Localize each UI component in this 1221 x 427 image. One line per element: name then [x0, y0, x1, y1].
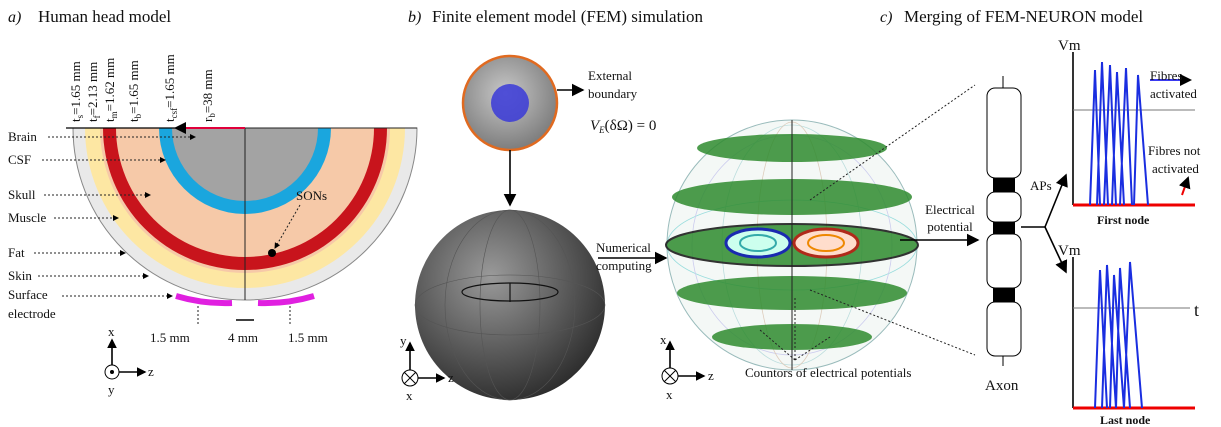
panel-title: Merging of FEM-NEURON model [904, 7, 1143, 26]
internode [987, 234, 1021, 288]
potential-label: potential [927, 219, 973, 234]
panel-title: Human head model [38, 7, 171, 26]
contours-label: Countors of electrical potentials [745, 365, 911, 380]
value: =1.62 mm [102, 58, 117, 112]
y-axis-label: Vm [1058, 243, 1081, 259]
dimension-label: rb=38 mm [200, 69, 217, 122]
axon [987, 76, 1021, 366]
axis-label: x [660, 332, 667, 347]
dimension-label: tf=2.13 mm [85, 62, 102, 122]
layer-label: Surface [8, 287, 48, 302]
contour-positive [794, 229, 858, 257]
not-activated-label: activated [1152, 161, 1199, 176]
activated-label: activated [1150, 86, 1197, 101]
layer-label: Skin [8, 268, 32, 283]
panel-label: b) [408, 9, 421, 26]
plot-caption: Last node [1100, 413, 1151, 427]
dimension-labels: ts=1.65 mm tf=2.13 mm tm=1.62 mm tb=1.65… [68, 54, 217, 122]
computing-label: Numerical [596, 240, 651, 255]
value: (δΩ) = 0 [605, 118, 657, 134]
layer-label: electrode [8, 306, 56, 321]
inner-sphere [491, 84, 529, 122]
gap-labels: 1.5 mm 4 mm 1.5 mm [150, 306, 328, 345]
axes-symbol: x z y [105, 324, 154, 397]
value: =38 mm [200, 69, 215, 113]
axon-label: Axon [985, 378, 1019, 394]
first-node-plot: Vm Fibres activated Fibres not activated… [1058, 38, 1201, 227]
axis-cross [664, 370, 676, 382]
layer-label: CSF [8, 152, 31, 167]
value: =2.13 mm [85, 62, 100, 116]
layer-label: Muscle [8, 210, 47, 225]
sons-label: SONs [296, 188, 327, 203]
panel-b: b) Finite element model (FEM) simulation… [400, 7, 918, 403]
boundary-label: boundary [588, 86, 638, 101]
action-potentials [1090, 62, 1148, 205]
layer-label: Fat [8, 245, 25, 260]
dimension-label: tcsf=1.65 mm [162, 54, 179, 122]
gap-label: 1.5 mm [150, 330, 190, 345]
son-point [268, 249, 276, 257]
internode [987, 88, 1021, 178]
subscript: m [109, 111, 119, 118]
contour-negative [726, 229, 790, 257]
gap-label: 1.5 mm [288, 330, 328, 345]
boundary-condition: VE(δΩ) = 0 [590, 118, 656, 135]
mesh [415, 210, 605, 400]
last-node-plot: Vm t Last node [1058, 243, 1199, 427]
head-model: SONs [66, 128, 417, 303]
axis-dot [110, 370, 114, 374]
plot-caption: First node [1097, 213, 1150, 227]
dimension-label: tb=1.65 mm [126, 60, 143, 122]
dimension-label: tm=1.62 mm [102, 58, 119, 122]
value: =1.65 mm [68, 61, 83, 115]
activated-label: Fibres [1150, 68, 1183, 83]
node [993, 288, 1015, 302]
internode [987, 192, 1021, 222]
value: =1.65 mm [162, 54, 177, 108]
axis-cross [404, 372, 416, 384]
internode [987, 302, 1021, 356]
value: =1.65 mm [126, 60, 141, 114]
action-potentials [1095, 262, 1142, 408]
node [993, 222, 1015, 234]
mesh-sphere [415, 210, 605, 400]
potential-label: Electrical [925, 202, 975, 217]
axis-label: z [448, 370, 454, 385]
panel-label: a) [8, 9, 21, 26]
layer-label: Brain [8, 129, 37, 144]
layer-label: Skull [8, 187, 36, 202]
axis-label: z [708, 368, 714, 383]
subscript: csf [169, 108, 179, 119]
axes-symbol: x z x [660, 332, 714, 402]
computing-label: computing [596, 258, 652, 273]
axis-label: y [108, 382, 115, 397]
axis-label: y [400, 333, 407, 348]
potential-sphere [666, 120, 918, 370]
axis-label: x [108, 324, 115, 339]
panel-label: c) [880, 9, 892, 26]
panel-a: a) Human head model SONs ts=1.65 mm tf=2… [8, 7, 417, 397]
y-axis-label: Vm [1058, 38, 1081, 54]
gap-label: 4 mm [228, 330, 258, 345]
axis-label: z [148, 364, 154, 379]
figure: a) Human head model SONs ts=1.65 mm tf=2… [0, 0, 1221, 427]
node [993, 178, 1015, 192]
dimension-label: ts=1.65 mm [68, 61, 85, 122]
axis-label: x [406, 388, 413, 403]
arrow [1182, 178, 1188, 195]
not-activated-label: Fibres not [1148, 143, 1201, 158]
x-axis-label: t [1194, 300, 1199, 320]
panel-title: Finite element model (FEM) simulation [432, 7, 704, 26]
boundary-label: External [588, 68, 632, 83]
axis-label: x [666, 387, 673, 402]
aps-label: APs [1030, 178, 1052, 193]
